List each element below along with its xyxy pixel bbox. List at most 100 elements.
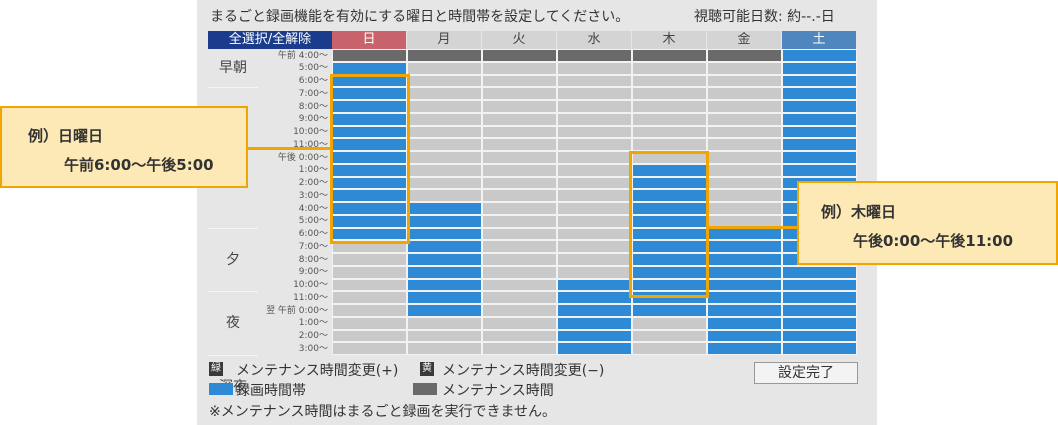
schedule-cell[interactable] bbox=[557, 291, 632, 304]
schedule-cell[interactable] bbox=[557, 138, 632, 151]
schedule-cell[interactable] bbox=[632, 304, 707, 317]
schedule-cell[interactable] bbox=[407, 151, 482, 164]
schedule-cell[interactable] bbox=[557, 278, 632, 292]
schedule-cell[interactable] bbox=[707, 100, 782, 113]
schedule-cell[interactable] bbox=[482, 253, 557, 266]
schedule-cell[interactable] bbox=[557, 87, 632, 100]
schedule-cell[interactable] bbox=[557, 163, 632, 177]
schedule-cell[interactable] bbox=[482, 61, 557, 75]
schedule-cell[interactable] bbox=[557, 329, 632, 343]
schedule-cell[interactable] bbox=[482, 265, 557, 279]
schedule-cell[interactable] bbox=[407, 100, 482, 113]
schedule-cell[interactable] bbox=[557, 151, 632, 164]
schedule-cell[interactable] bbox=[482, 189, 557, 202]
schedule-cell[interactable] bbox=[557, 112, 632, 126]
schedule-cell[interactable] bbox=[332, 304, 407, 317]
schedule-cell[interactable] bbox=[557, 176, 632, 190]
day-header-3[interactable]: 水 bbox=[557, 31, 631, 49]
schedule-cell[interactable] bbox=[632, 87, 707, 100]
schedule-cell[interactable] bbox=[407, 342, 482, 355]
schedule-cell[interactable] bbox=[782, 291, 857, 304]
day-header-6[interactable]: 土 bbox=[782, 31, 856, 49]
schedule-cell[interactable] bbox=[557, 74, 632, 88]
schedule-cell[interactable] bbox=[632, 329, 707, 343]
schedule-cell[interactable] bbox=[332, 316, 407, 330]
schedule-cell[interactable] bbox=[557, 61, 632, 75]
schedule-cell[interactable] bbox=[782, 87, 857, 100]
schedule-cell[interactable] bbox=[407, 227, 482, 241]
schedule-cell[interactable] bbox=[782, 278, 857, 292]
schedule-cell[interactable] bbox=[782, 342, 857, 355]
schedule-cell[interactable] bbox=[557, 304, 632, 317]
schedule-cell[interactable] bbox=[782, 265, 857, 279]
schedule-cell[interactable] bbox=[482, 278, 557, 292]
day-header-1[interactable]: 月 bbox=[407, 31, 481, 49]
day-header-5[interactable]: 金 bbox=[707, 31, 781, 49]
setting-complete-button[interactable]: 設定完了 bbox=[754, 362, 858, 384]
schedule-cell[interactable] bbox=[482, 138, 557, 151]
schedule-cell[interactable] bbox=[407, 240, 482, 253]
schedule-cell[interactable] bbox=[707, 74, 782, 88]
schedule-cell[interactable] bbox=[482, 87, 557, 100]
schedule-cell[interactable] bbox=[482, 214, 557, 228]
schedule-cell[interactable] bbox=[407, 202, 482, 215]
schedule-cell[interactable] bbox=[707, 342, 782, 355]
schedule-cell[interactable] bbox=[332, 265, 407, 279]
schedule-cell[interactable] bbox=[707, 61, 782, 75]
schedule-cell[interactable] bbox=[407, 329, 482, 343]
schedule-cell[interactable] bbox=[707, 227, 782, 241]
schedule-cell[interactable] bbox=[782, 316, 857, 330]
schedule-cell[interactable] bbox=[707, 125, 782, 139]
schedule-cell[interactable] bbox=[407, 112, 482, 126]
schedule-cell[interactable] bbox=[557, 202, 632, 215]
schedule-cell[interactable] bbox=[482, 125, 557, 139]
select-all-toggle-button[interactable]: 全選択/全解除 bbox=[208, 31, 332, 49]
day-header-2[interactable]: 火 bbox=[482, 31, 556, 49]
schedule-cell[interactable] bbox=[632, 61, 707, 75]
schedule-cell[interactable] bbox=[782, 125, 857, 139]
schedule-cell[interactable] bbox=[632, 316, 707, 330]
schedule-cell[interactable] bbox=[557, 342, 632, 355]
schedule-cell[interactable] bbox=[482, 112, 557, 126]
schedule-cell[interactable] bbox=[482, 304, 557, 317]
schedule-cell[interactable] bbox=[407, 189, 482, 202]
schedule-cell[interactable] bbox=[332, 278, 407, 292]
schedule-cell[interactable] bbox=[482, 163, 557, 177]
schedule-cell[interactable] bbox=[632, 342, 707, 355]
schedule-cell[interactable] bbox=[482, 329, 557, 343]
schedule-cell[interactable] bbox=[632, 74, 707, 88]
schedule-cell[interactable] bbox=[707, 278, 782, 292]
schedule-cell[interactable] bbox=[707, 176, 782, 190]
schedule-cell[interactable] bbox=[557, 265, 632, 279]
schedule-cell[interactable] bbox=[632, 100, 707, 113]
schedule-cell[interactable] bbox=[407, 214, 482, 228]
schedule-cell[interactable] bbox=[407, 61, 482, 75]
schedule-cell[interactable] bbox=[707, 151, 782, 164]
schedule-cell[interactable] bbox=[782, 112, 857, 126]
schedule-cell[interactable] bbox=[782, 74, 857, 88]
schedule-cell[interactable] bbox=[407, 291, 482, 304]
schedule-cell[interactable] bbox=[707, 87, 782, 100]
schedule-cell[interactable] bbox=[482, 202, 557, 215]
schedule-cell[interactable] bbox=[482, 240, 557, 253]
schedule-cell[interactable] bbox=[782, 100, 857, 113]
schedule-cell[interactable] bbox=[407, 265, 482, 279]
schedule-cell[interactable] bbox=[482, 151, 557, 164]
schedule-cell[interactable] bbox=[482, 176, 557, 190]
schedule-cell[interactable] bbox=[332, 253, 407, 266]
schedule-cell[interactable] bbox=[407, 176, 482, 190]
schedule-cell[interactable] bbox=[407, 253, 482, 266]
schedule-cell[interactable] bbox=[557, 316, 632, 330]
schedule-cell[interactable] bbox=[557, 100, 632, 113]
schedule-cell[interactable] bbox=[557, 240, 632, 253]
schedule-cell[interactable] bbox=[557, 227, 632, 241]
schedule-cell[interactable] bbox=[407, 125, 482, 139]
schedule-cell[interactable] bbox=[782, 163, 857, 177]
schedule-cell[interactable] bbox=[782, 329, 857, 343]
schedule-cell[interactable] bbox=[557, 214, 632, 228]
schedule-cell[interactable] bbox=[407, 74, 482, 88]
schedule-cell[interactable] bbox=[782, 304, 857, 317]
schedule-cell[interactable] bbox=[707, 138, 782, 151]
schedule-cell[interactable] bbox=[482, 316, 557, 330]
schedule-cell[interactable] bbox=[707, 163, 782, 177]
